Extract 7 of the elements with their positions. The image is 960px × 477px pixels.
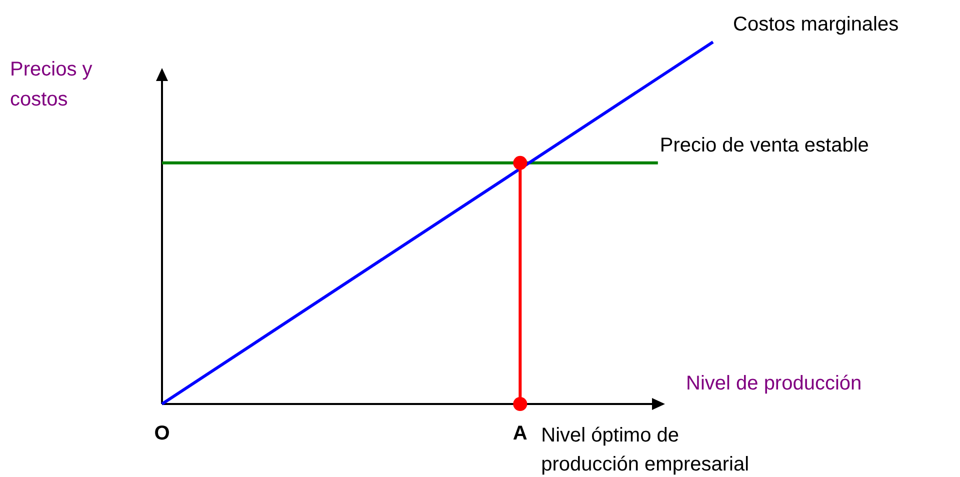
- series-label: Precio de venta estable: [660, 134, 869, 156]
- x-tick-label: O: [154, 422, 170, 445]
- y-axis-title: Precios y costos: [10, 58, 92, 111]
- series-label: Costos marginales: [733, 14, 899, 36]
- x-axis-title: Nivel de producción: [686, 372, 862, 395]
- annotation: Nivel óptimo de producción empresarial: [541, 424, 750, 476]
- x-tick-label: A: [512, 422, 528, 445]
